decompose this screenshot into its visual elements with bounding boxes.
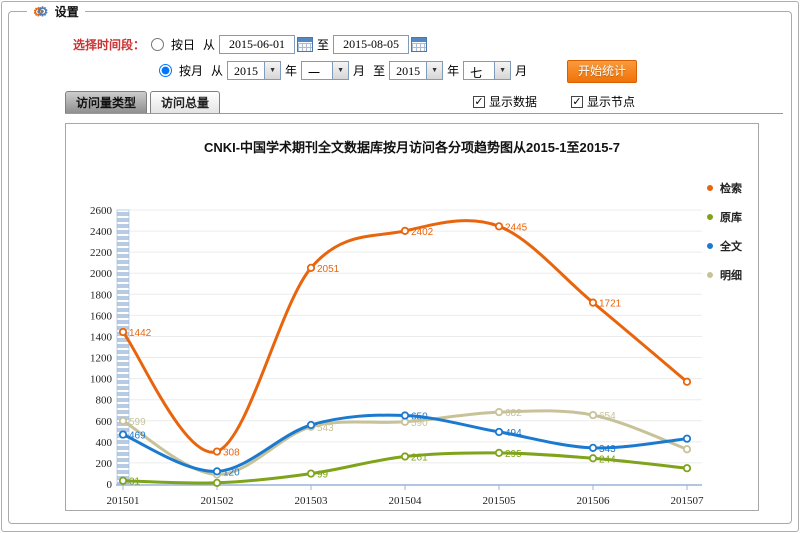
svg-text:295: 295	[505, 449, 522, 460]
svg-text:494: 494	[505, 428, 522, 439]
svg-text:1721: 1721	[599, 299, 622, 310]
chevron-down-icon[interactable]: ▼	[332, 61, 349, 79]
by-day-row: 选择时间段： 按日 从 至	[73, 32, 787, 56]
svg-text:1600: 1600	[90, 310, 113, 322]
to-date-input[interactable]	[333, 34, 410, 54]
ring-icon	[707, 243, 713, 249]
svg-text:201506: 201506	[577, 495, 611, 507]
ring-icon	[707, 185, 713, 191]
svg-text:543: 543	[317, 423, 334, 434]
by-month-label: 按月	[179, 63, 204, 78]
calendar-icon[interactable]	[297, 36, 314, 52]
svg-text:1442: 1442	[129, 328, 152, 339]
tab-bar: 访问量类型 访问总量 ✓ 显示数据 ✓ 显示节点	[65, 91, 783, 114]
from-month-select[interactable]: 一 ▼	[301, 60, 350, 80]
svg-text:120: 120	[223, 467, 240, 478]
chevron-down-icon[interactable]: ▼	[264, 61, 281, 79]
svg-text:650: 650	[411, 412, 428, 423]
svg-text:654: 654	[599, 411, 616, 422]
svg-text:2402: 2402	[411, 227, 434, 238]
gear-icon: ⚙⚙	[33, 4, 49, 19]
svg-text:2445: 2445	[505, 222, 528, 233]
svg-text:343: 343	[599, 444, 616, 455]
chevron-down-icon[interactable]: ▼	[494, 61, 511, 79]
svg-text:1000: 1000	[90, 374, 113, 386]
svg-text:469: 469	[129, 431, 146, 442]
to-year-select[interactable]: 2015 ▼	[389, 60, 444, 80]
svg-text:200: 200	[96, 458, 113, 470]
tab-visit-total[interactable]: 访问总量	[150, 91, 221, 113]
svg-text:599: 599	[129, 417, 146, 428]
svg-text:201501: 201501	[107, 495, 140, 507]
svg-text:201502: 201502	[201, 495, 234, 507]
checkbox-checked-icon[interactable]: ✓	[472, 95, 485, 108]
to-month-select[interactable]: 七 ▼	[463, 60, 512, 80]
tab-visit-type[interactable]: 访问量类型	[65, 91, 148, 113]
svg-text:2400: 2400	[90, 226, 113, 238]
svg-text:2200: 2200	[90, 247, 113, 259]
svg-text:244: 244	[599, 454, 616, 465]
start-statistics-button[interactable]: 开始统计	[567, 60, 637, 83]
chart-panel: CNKI-中国学术期刊全文数据库按月访问各分项趋势图从2015-1至2015-7…	[65, 123, 759, 511]
svg-text:400: 400	[96, 437, 113, 449]
chevron-down-icon[interactable]: ▼	[426, 61, 443, 79]
svg-text:308: 308	[223, 448, 240, 459]
legend-item-source-db[interactable]: 原库	[707, 209, 742, 225]
from-date-input[interactable]	[219, 34, 296, 54]
svg-text:1400: 1400	[90, 331, 113, 343]
by-day-radio[interactable]	[151, 37, 165, 51]
calendar-icon[interactable]	[411, 36, 428, 52]
trend-line-chart: 0 200 400 600 800 1000 1200 1400 1600 1800 2000 220…	[90, 205, 705, 507]
year-label: 年	[285, 63, 298, 78]
settings-title: 设置	[54, 5, 79, 19]
to-label: 至	[317, 37, 330, 52]
svg-text:682: 682	[505, 408, 522, 419]
show-nodes-label: 显示节点	[586, 95, 635, 109]
svg-text:800: 800	[96, 395, 113, 407]
chart-options: ✓ 显示数据 ✓ 显示节点	[472, 93, 635, 113]
by-month-radio[interactable]	[159, 63, 172, 77]
chart-legend: 检索 原库 全文 明细	[707, 180, 742, 283]
ring-icon	[707, 272, 713, 278]
show-nodes-checkbox[interactable]: ✓ 显示节点	[570, 93, 635, 110]
svg-text:590: 590	[411, 418, 428, 429]
time-period-form: 选择时间段： 按日 从 至 按月 从 2015 ▼ 年	[73, 32, 787, 83]
period-label: 选择时间段：	[73, 37, 146, 52]
svg-text:600: 600	[96, 416, 113, 428]
by-day-label: 按日	[171, 37, 196, 52]
svg-text:2000: 2000	[90, 268, 113, 280]
svg-text:2600: 2600	[90, 205, 113, 217]
svg-text:261: 261	[411, 452, 428, 463]
legend-item-fulltext[interactable]: 全文	[707, 238, 742, 254]
to-label: 至	[373, 63, 386, 78]
from-label: 从	[203, 37, 216, 52]
from-year-select[interactable]: 2015 ▼	[227, 60, 282, 80]
month-label: 月	[515, 63, 528, 78]
svg-text:201503: 201503	[295, 495, 329, 507]
show-data-checkbox[interactable]: ✓ 显示数据	[472, 93, 537, 110]
svg-text:0: 0	[107, 479, 113, 491]
chart-title: CNKI-中国学术期刊全文数据库按月访问各分项趋势图从2015-1至2015-7	[203, 140, 621, 155]
legend-item-search[interactable]: 检索	[707, 180, 742, 196]
by-month-row: 按月 从 2015 ▼ 年 一 ▼ 月 至 2015 ▼ 年	[159, 58, 787, 82]
svg-text:99: 99	[317, 470, 329, 481]
svg-text:201504: 201504	[389, 495, 423, 507]
svg-text:2051: 2051	[317, 264, 340, 275]
from-label: 从	[211, 63, 224, 78]
groupbox-legend: ⚙⚙ 设置	[27, 3, 85, 20]
svg-text:201505: 201505	[483, 495, 517, 507]
svg-text:31: 31	[129, 477, 141, 488]
checkbox-checked-icon[interactable]: ✓	[570, 95, 583, 108]
ring-icon	[707, 214, 713, 220]
legend-item-detail[interactable]: 明细	[707, 267, 742, 283]
svg-text:1200: 1200	[90, 353, 113, 365]
year-label: 年	[447, 63, 460, 78]
settings-groupbox: ⚙⚙ 设置 选择时间段： 按日 从 至 按月 从 2015 ▼	[8, 3, 792, 524]
month-label: 月	[353, 63, 366, 78]
svg-text:1800: 1800	[90, 289, 113, 301]
svg-text:201507: 201507	[671, 495, 705, 507]
show-data-label: 显示数据	[488, 95, 537, 109]
